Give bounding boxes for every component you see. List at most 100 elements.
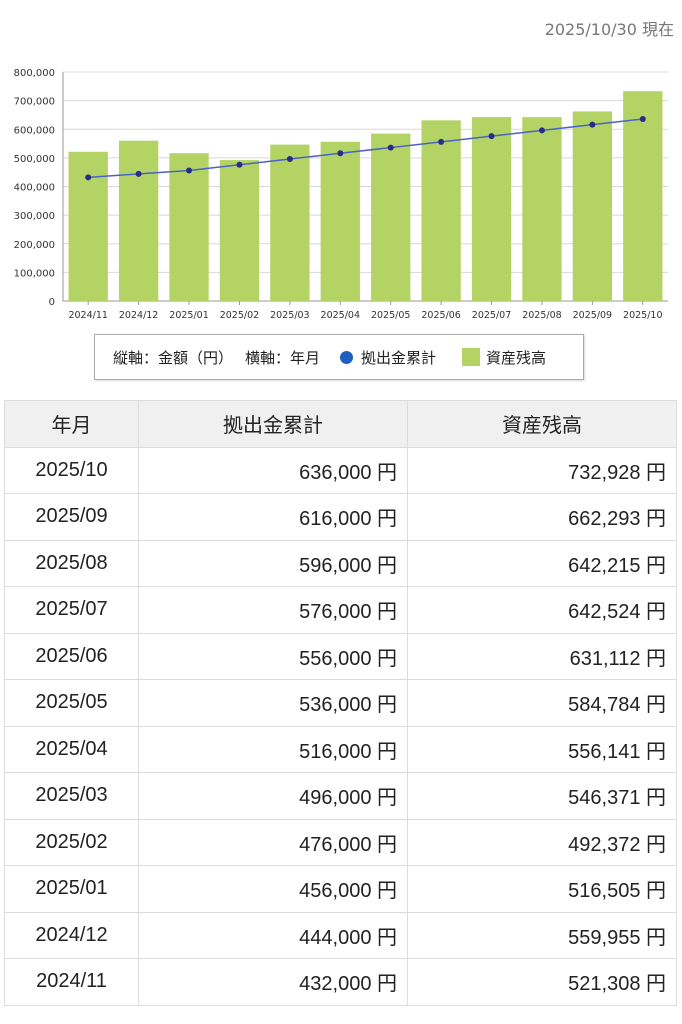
table-row: 2025/09 616,000 円 662,293 円 (4, 493, 677, 541)
cell-balance: 584,784 円 (407, 679, 677, 727)
cell-balance: 521,308 円 (407, 958, 677, 1006)
cell-contribution: 616,000 円 (138, 493, 408, 541)
cell-month: 2025/10 (4, 446, 139, 494)
bar (522, 117, 562, 301)
contribution-point (589, 121, 596, 128)
x-tick-label: 2025/03 (270, 310, 309, 321)
legend-item-line: 拠出金累計 (340, 347, 436, 368)
bar (219, 160, 260, 301)
x-tick-label: 2025/04 (321, 310, 360, 321)
cell-balance: 559,955 円 (407, 911, 677, 959)
x-tick-label: 2025/05 (371, 310, 410, 321)
legend-bar-label: 資産残高 (486, 348, 547, 367)
cell-balance: 631,112 円 (407, 632, 677, 680)
bar (623, 91, 663, 301)
as-of-date: 2025/10/30 現在 (544, 20, 674, 39)
legend-xaxis-label: 横軸：年月 (245, 348, 321, 367)
cell-month: 2024/12 (4, 911, 139, 959)
table-row: 2024/11 432,000 円 521,308 円 (4, 958, 677, 1006)
y-tick-label: 800,000 (14, 68, 55, 79)
bar (169, 153, 209, 301)
header-contribution: 拠出金累計 (138, 400, 408, 448)
cell-balance: 492,372 円 (407, 818, 677, 866)
header-month: 年月 (4, 400, 139, 448)
cell-balance: 642,524 円 (407, 586, 677, 634)
contribution-point (85, 174, 92, 181)
cell-balance: 546,371 円 (407, 772, 677, 820)
legend-square-icon (462, 348, 481, 366)
bar (371, 133, 411, 301)
bar (270, 144, 310, 301)
cell-contribution: 456,000 円 (138, 865, 408, 913)
legend-line-label: 拠出金累計 (361, 348, 437, 367)
bar (118, 140, 159, 301)
bar (68, 151, 108, 301)
table-row: 2024/12 444,000 円 559,955 円 (4, 911, 677, 959)
history-table: 年月 拠出金累計 資産残高 2025/10 636,000 円 732,928 円 … (4, 400, 677, 1006)
y-tick-label: 700,000 (14, 97, 55, 108)
y-tick-label: 100,000 (14, 268, 55, 279)
cell-month: 2025/07 (4, 586, 139, 634)
legend-item-bar: 資産残高 (462, 347, 546, 368)
contribution-point (186, 167, 193, 174)
table-row: 2025/07 576,000 円 642,524 円 (4, 586, 677, 634)
contribution-point (286, 156, 293, 163)
cell-month: 2025/09 (4, 493, 139, 541)
cell-balance: 556,141 円 (407, 725, 677, 773)
table-row: 2025/08 596,000 円 642,215 円 (4, 539, 677, 587)
contribution-point (387, 144, 394, 151)
cell-balance: 662,293 円 (407, 493, 677, 541)
cell-balance: 732,928 円 (407, 446, 677, 494)
table-row: 2025/01 456,000 円 516,505 円 (4, 865, 677, 913)
chart-legend: 縦軸：金額（円） 横軸：年月 拠出金累計 資産残高 (94, 334, 584, 380)
cell-balance: 516,505 円 (407, 865, 677, 913)
x-tick-label: 2025/10 (623, 310, 662, 321)
table-row: 2025/10 636,000 円 732,928 円 (4, 446, 677, 494)
contribution-point (337, 150, 344, 157)
cell-contribution: 556,000 円 (138, 632, 408, 680)
bar (320, 141, 360, 301)
x-tick-label: 2025/06 (421, 310, 460, 321)
contribution-point (488, 133, 495, 140)
cell-contribution: 596,000 円 (138, 539, 408, 587)
table-row: 2025/06 556,000 円 631,112 円 (4, 632, 677, 680)
table-row: 2025/05 536,000 円 584,784 円 (4, 679, 677, 727)
bar (421, 120, 461, 301)
x-tick-label: 2024/11 (68, 310, 107, 321)
x-tick-label: 2025/02 (220, 310, 259, 321)
contribution-point (236, 161, 243, 168)
table-header-row: 年月 拠出金累計 資産残高 (4, 400, 677, 448)
y-tick-label: 500,000 (14, 154, 55, 165)
table-row: 2025/02 476,000 円 492,372 円 (4, 818, 677, 866)
bar (572, 111, 613, 301)
x-tick-label: 2025/07 (472, 310, 511, 321)
cell-month: 2025/01 (4, 865, 139, 913)
asset-chart: 0 100,000 200,000 300,000 400,000 500,000 600,… (14, 68, 668, 321)
x-tick-label: 2025/09 (573, 310, 612, 321)
cell-month: 2025/05 (4, 679, 139, 727)
cell-contribution: 516,000 円 (138, 725, 408, 773)
contribution-point (135, 170, 142, 177)
y-tick-label: 400,000 (14, 183, 55, 194)
cell-contribution: 476,000 円 (138, 818, 408, 866)
cell-contribution: 496,000 円 (138, 772, 408, 820)
bar (471, 117, 512, 301)
contribution-line (88, 118, 643, 179)
legend-dot-icon (340, 350, 354, 364)
table-row: 2025/04 516,000 円 556,141 円 (4, 725, 677, 773)
x-tick-label: 2025/01 (169, 310, 208, 321)
y-tick-label: 300,000 (14, 211, 55, 222)
y-tick-label: 200,000 (14, 240, 55, 251)
contribution-point (639, 115, 646, 122)
cell-month: 2025/08 (4, 539, 139, 587)
cell-contribution: 432,000 円 (138, 958, 408, 1006)
contribution-point (438, 138, 445, 145)
cell-contribution: 576,000 円 (138, 586, 408, 634)
header-balance: 資産残高 (407, 400, 677, 448)
x-tick-label: 2024/12 (119, 310, 158, 321)
cell-month: 2025/04 (4, 725, 139, 773)
contribution-point (538, 127, 545, 134)
legend-yaxis-label: 縦軸：金額（円） (113, 348, 234, 367)
cell-month: 2025/02 (4, 818, 139, 866)
y-tick-label: 0 (49, 297, 55, 308)
